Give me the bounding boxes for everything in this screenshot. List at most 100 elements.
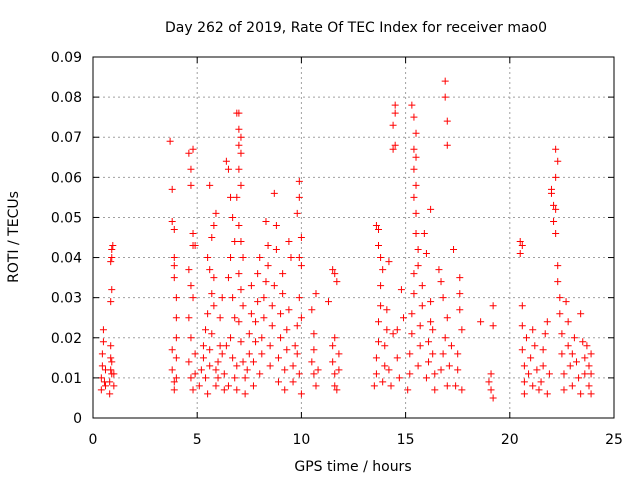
data-point [195,382,203,390]
data-point [235,270,243,278]
data-point [370,382,378,390]
data-point [285,306,293,314]
data-point [270,189,278,197]
data-point [256,254,264,262]
data-point [587,390,595,398]
data-point [170,378,178,386]
data-point [527,354,535,362]
data-point [427,318,435,326]
data-point [391,109,399,117]
data-point [564,342,572,350]
data-point [108,358,116,366]
data-point [106,390,114,398]
data-point [564,318,572,326]
data-point [108,286,116,294]
data-point [389,121,397,129]
data-point [235,109,243,117]
data-point [556,294,564,302]
data-point [233,386,241,394]
data-point [441,334,449,342]
y-tick-label: 0.06 [51,170,82,186]
data-point [97,374,105,382]
data-point [554,262,562,270]
data-point [518,302,526,310]
data-point [529,382,537,390]
data-point [487,370,495,378]
y-tick-label: 0.04 [51,251,82,267]
data-point [107,298,115,306]
data-point [254,298,262,306]
data-point [456,306,464,314]
data-point [237,238,245,246]
data-point [310,330,318,338]
data-point [170,274,178,282]
data-point [172,374,180,382]
data-point [554,157,562,165]
data-point [568,382,576,390]
data-point [579,338,587,346]
data-point [452,382,460,390]
data-point [410,270,418,278]
data-point [412,129,420,137]
data-point [189,145,197,153]
data-point [233,193,241,201]
data-point [437,366,445,374]
data-point [393,354,401,362]
data-point [191,350,199,358]
data-point [560,386,568,394]
data-point [400,314,408,322]
data-point [187,165,195,173]
data-point [237,149,245,157]
data-point [166,137,174,145]
data-point [422,374,430,382]
data-point [431,370,439,378]
data-point [439,350,447,358]
data-point [372,370,380,378]
y-tick-label: 0 [73,411,82,427]
data-point [204,390,212,398]
data-point [487,386,495,394]
data-point [412,229,420,237]
data-point [264,242,272,250]
data-point [172,354,180,362]
data-point [539,362,547,370]
data-point [375,242,383,250]
x-tick-label: 25 [605,432,623,448]
data-point [541,330,549,338]
data-point [427,298,435,306]
data-point [227,254,235,262]
data-point [410,165,418,173]
data-point [391,141,399,149]
data-point [372,221,380,229]
data-point [106,378,114,386]
data-point [375,338,383,346]
data-point [214,358,222,366]
data-point [404,386,412,394]
data-point [543,318,551,326]
data-point [262,217,270,225]
data-point [249,358,257,366]
data-point [237,181,245,189]
data-point [231,374,239,382]
data-point [445,362,453,370]
data-point [410,290,418,298]
data-point [410,145,418,153]
data-point [389,145,397,153]
y-axis-title: ROTI / TECUs [6,191,22,283]
data-point [239,302,247,310]
data-point [550,217,558,225]
data-point [308,358,316,366]
data-point [170,225,178,233]
grid [93,57,614,418]
data-point [187,334,195,342]
data-point [218,294,226,302]
data-point [456,274,464,282]
data-point [435,266,443,274]
data-point [412,181,420,189]
data-point [395,374,403,382]
data-point [283,346,291,354]
data-point [314,366,322,374]
y-tick-label: 0.01 [51,371,82,387]
data-point [237,133,245,141]
data-point [107,354,115,362]
